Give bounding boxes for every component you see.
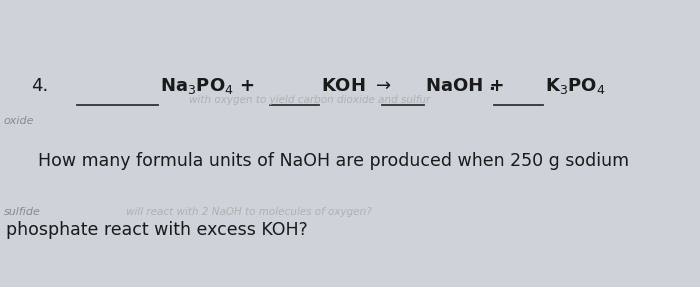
Text: will react with 2 NaOH to molecules of oxygen?: will react with 2 NaOH to molecules of o… bbox=[126, 208, 372, 217]
Text: .: . bbox=[489, 76, 496, 94]
Text: NaOH +: NaOH + bbox=[426, 77, 504, 95]
Text: KOH $\rightarrow$: KOH $\rightarrow$ bbox=[321, 77, 391, 95]
Text: sulfide: sulfide bbox=[4, 208, 41, 217]
Text: K$_3$PO$_4$: K$_3$PO$_4$ bbox=[545, 76, 606, 96]
Text: How many formula units of NaOH are produced when 250 g sodium: How many formula units of NaOH are produ… bbox=[38, 152, 629, 170]
Text: oxide: oxide bbox=[4, 116, 34, 125]
Text: Na$_3$PO$_4$ +: Na$_3$PO$_4$ + bbox=[160, 76, 254, 96]
Text: 4.: 4. bbox=[32, 77, 49, 95]
Text: phosphate react with excess KOH?: phosphate react with excess KOH? bbox=[6, 221, 307, 238]
Text: with oxygen to yield carbon dioxide and sulfur: with oxygen to yield carbon dioxide and … bbox=[189, 96, 430, 105]
